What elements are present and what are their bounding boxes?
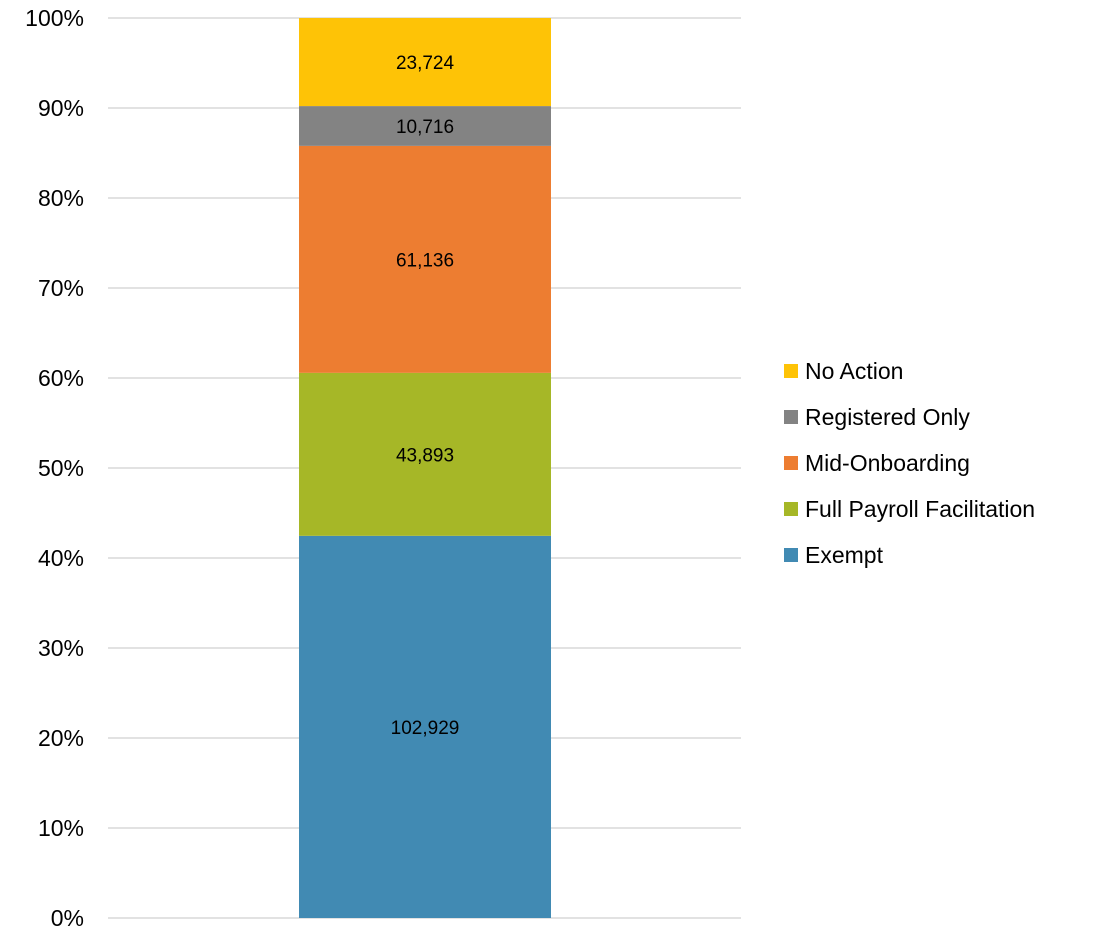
bar-segment-exempt <box>299 535 551 918</box>
legend-swatch <box>784 548 798 562</box>
legend-swatch <box>784 364 798 378</box>
y-tick-label: 40% <box>38 545 84 571</box>
legend-label: Exempt <box>805 542 884 568</box>
y-tick-label: 10% <box>38 815 84 841</box>
y-tick-label: 20% <box>38 725 84 751</box>
legend-swatch <box>784 410 798 424</box>
stacked-bar <box>299 18 551 918</box>
data-label-full-payroll-facilitation: 43,893 <box>396 445 454 466</box>
legend-item-exempt: Exempt <box>784 542 884 568</box>
bar-segment-full-payroll-facilitation <box>299 372 551 536</box>
legend-item-full-payroll-facilitation: Full Payroll Facilitation <box>784 496 1035 522</box>
legend: No Action Registered Only Mid-Onboarding Fu… <box>784 358 1035 568</box>
y-tick-label: 0% <box>51 905 84 931</box>
data-label-no-action: 23,724 <box>396 53 455 74</box>
data-label-exempt: 102,929 <box>391 718 460 739</box>
legend-label: Full Payroll Facilitation <box>805 496 1035 522</box>
legend-item-no-action: No Action <box>784 358 903 384</box>
legend-item-mid-onboarding: Mid-Onboarding <box>784 450 970 476</box>
legend-label: Mid-Onboarding <box>805 450 970 476</box>
data-labels: 102,929 43,893 61,136 10,716 23,724 <box>391 53 460 739</box>
legend-label: Registered Only <box>805 404 970 430</box>
y-tick-label: 60% <box>38 365 84 391</box>
bar-segment-mid-onboarding <box>299 145 551 373</box>
legend-item-registered-only: Registered Only <box>784 404 970 430</box>
bar-segment-registered-only <box>299 106 551 146</box>
data-label-registered-only: 10,716 <box>396 117 454 138</box>
legend-swatch <box>784 456 798 470</box>
y-tick-label: 70% <box>38 275 84 301</box>
y-tick-label: 80% <box>38 185 84 211</box>
legend-swatch <box>784 502 798 516</box>
y-tick-label: 50% <box>38 455 84 481</box>
bar-segment-no-action <box>299 18 551 107</box>
legend-label: No Action <box>805 358 903 384</box>
y-tick-label: 90% <box>38 95 84 121</box>
data-label-mid-onboarding: 61,136 <box>396 250 454 271</box>
y-axis-tick-labels: 0% 10% 20% 30% 40% 50% 60% 70% 80% 90% 100% <box>25 5 84 931</box>
y-tick-label: 30% <box>38 635 84 661</box>
y-tick-label: 100% <box>25 5 84 31</box>
